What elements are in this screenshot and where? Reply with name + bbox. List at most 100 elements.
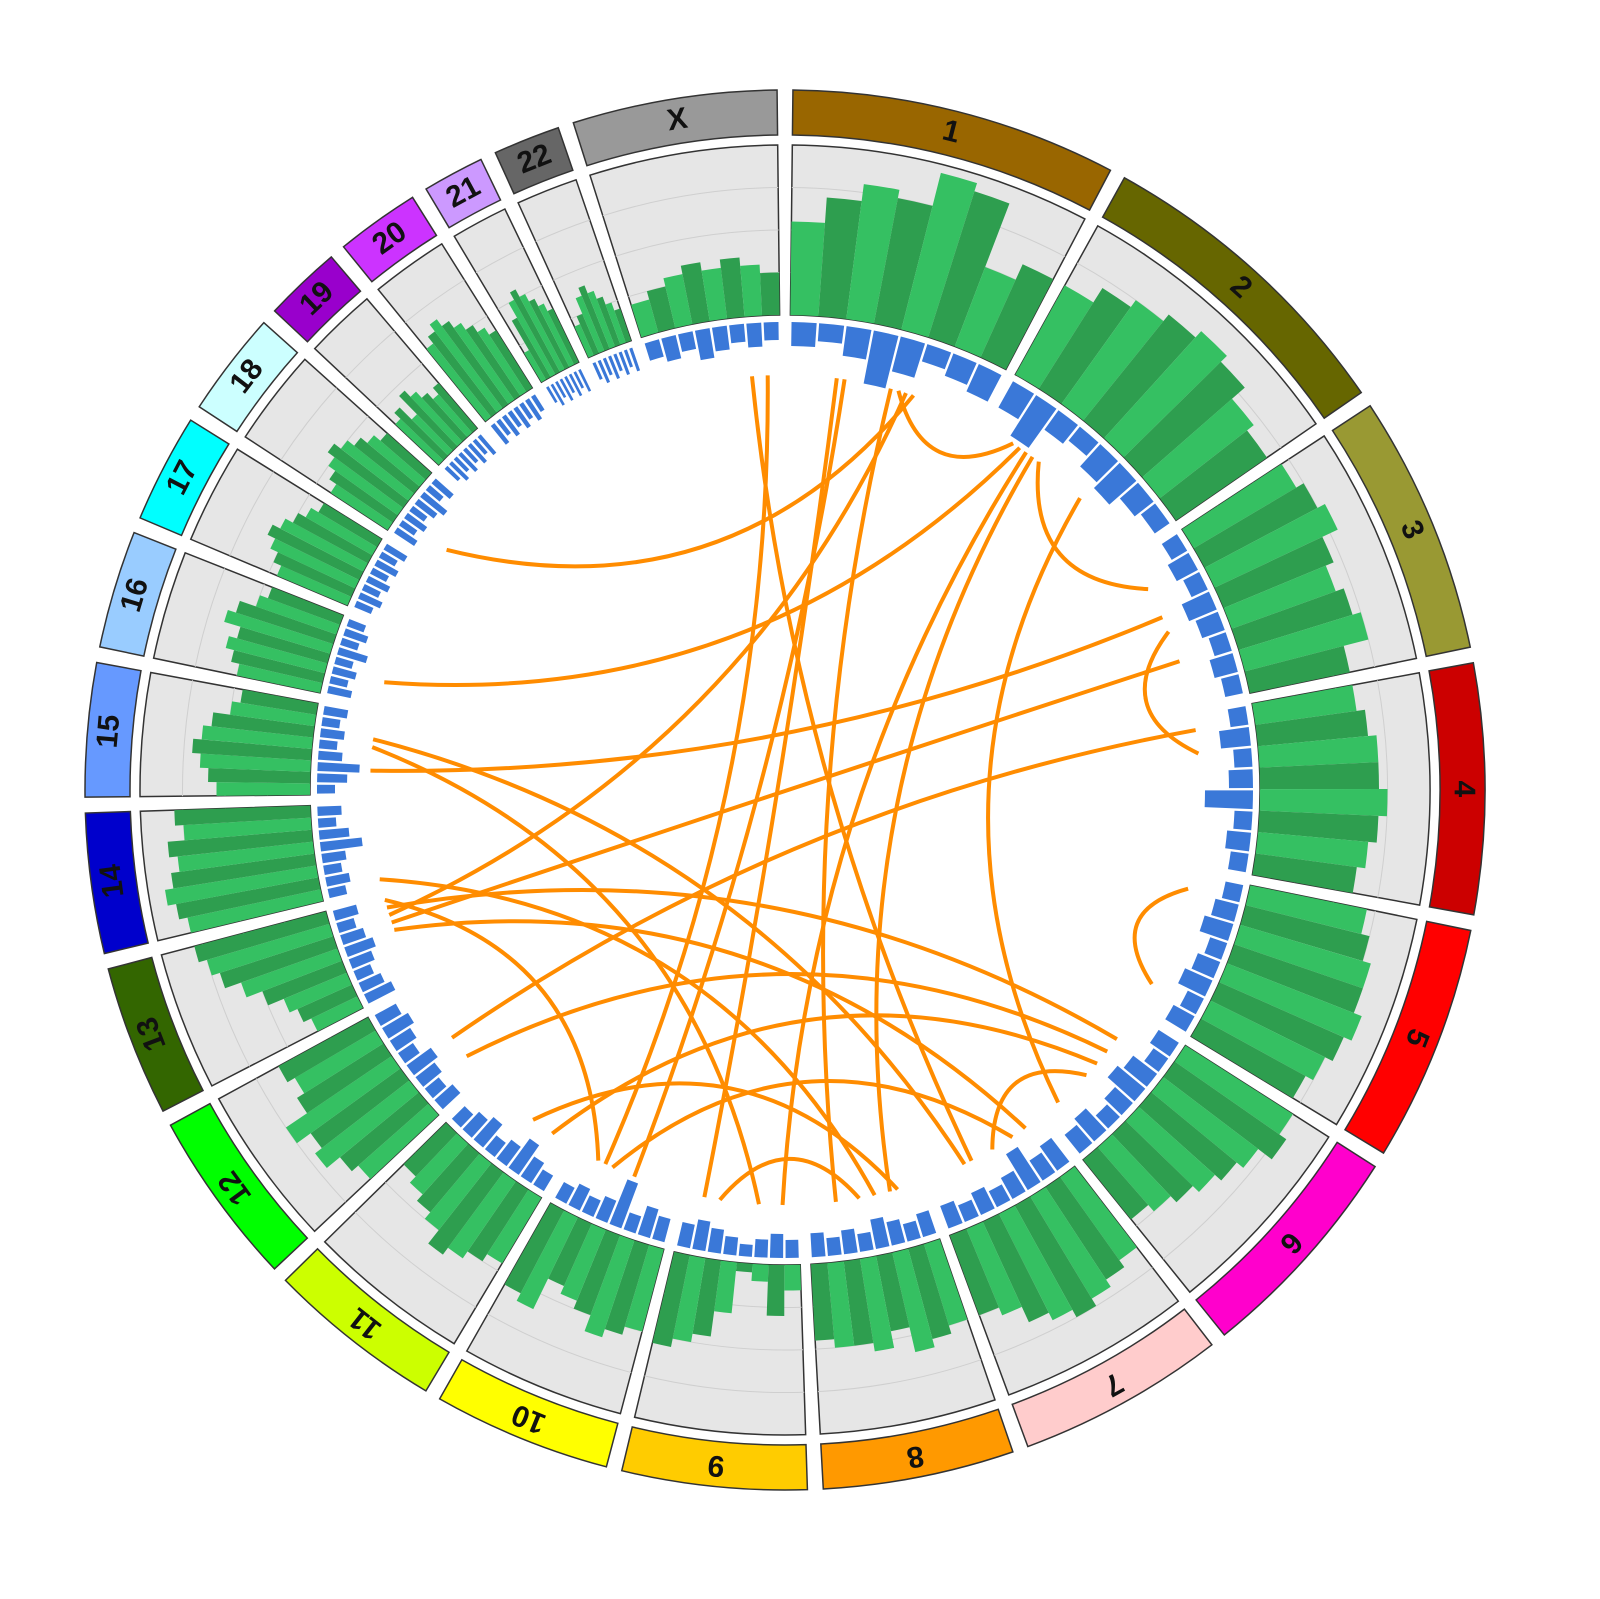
coverage-bar — [267, 524, 364, 580]
copy-bar — [555, 381, 567, 399]
coverage-bar — [509, 289, 560, 375]
coverage-bar — [329, 470, 398, 523]
copy-bar — [1029, 1152, 1056, 1181]
track-grid-arc — [615, 229, 779, 257]
copy-bar — [826, 1236, 842, 1257]
copy-bar — [623, 349, 633, 368]
coverage-bar — [410, 391, 463, 447]
copy-bar — [857, 1231, 874, 1252]
coverage-bar — [508, 299, 556, 377]
coverage-bar — [310, 1068, 410, 1149]
coverage-bar — [859, 1256, 895, 1352]
chromosome-band — [84, 661, 142, 798]
copy-bar — [568, 373, 583, 397]
copy-bar — [1074, 1108, 1107, 1142]
copy-bar — [1208, 632, 1232, 657]
copy-bar — [363, 981, 396, 1004]
coverage-bar — [982, 1214, 1049, 1323]
chromosome-label: 4 — [1448, 780, 1481, 797]
coverage-bar — [735, 1262, 753, 1273]
copy-bar — [1227, 851, 1249, 873]
coverage-bar — [171, 853, 317, 889]
coverage-bar — [1244, 645, 1350, 694]
coverage-bar — [219, 936, 338, 989]
copy-bar — [484, 1135, 506, 1158]
copy-bar — [404, 512, 428, 533]
chromosome-band — [284, 1247, 451, 1392]
copy-bar — [317, 817, 337, 828]
copy-bar — [1228, 769, 1253, 789]
copy-bar — [1000, 1170, 1026, 1199]
copy-bar — [496, 1139, 521, 1167]
copy-bar — [374, 1003, 402, 1026]
copy-bar — [1167, 552, 1198, 582]
chromosome-label: 8 — [904, 1439, 927, 1475]
copy-bar — [318, 827, 350, 840]
copy-bar — [661, 334, 682, 362]
coverage-bar — [453, 322, 515, 404]
copy-bar — [1183, 572, 1208, 598]
links — [370, 375, 1200, 1206]
coverage-bar — [876, 1252, 910, 1332]
track-grid-arc — [194, 568, 226, 667]
copy-bar — [533, 1169, 554, 1192]
chromosome-band — [820, 1408, 1014, 1490]
chromosome-band — [84, 810, 150, 955]
chromosome-label: 9 — [706, 1448, 726, 1483]
copy-bar — [458, 451, 478, 473]
coverage-bar — [827, 1261, 855, 1348]
copy-bar — [1221, 881, 1244, 903]
coverage-bar — [810, 1263, 835, 1341]
coverage-bar — [183, 817, 312, 841]
chromosome-label: 14 — [93, 862, 130, 900]
copy-bar — [501, 414, 520, 437]
coverage-bar — [240, 689, 318, 715]
copy-bar — [365, 575, 391, 593]
copy-bar — [321, 717, 341, 729]
copy-bar — [550, 383, 565, 406]
copy-bar — [817, 323, 845, 344]
link — [896, 390, 1015, 459]
copy-bar — [1225, 830, 1252, 852]
coverage-bar — [1201, 1000, 1326, 1081]
copy-bar — [420, 491, 448, 516]
coverage-bar — [954, 266, 1016, 358]
coverage-bar — [1030, 1187, 1111, 1299]
copy-bar — [1039, 1137, 1070, 1171]
coverage-bar — [1245, 885, 1367, 935]
coverage-bar — [230, 701, 316, 727]
link — [384, 897, 601, 1161]
coverage-bar — [1227, 944, 1363, 1014]
copy-bar — [578, 368, 592, 392]
copy-bar — [677, 1222, 695, 1249]
link — [370, 615, 1164, 773]
coverage-bar — [1255, 832, 1369, 869]
track-grid-arc — [354, 1211, 477, 1308]
copy-bar — [886, 1219, 906, 1246]
copy-bar — [414, 498, 438, 519]
coverage-bar — [1259, 762, 1379, 790]
link — [386, 887, 1118, 1041]
chromosome-band — [107, 956, 205, 1113]
track-grid-arc — [535, 219, 590, 242]
copy-bar — [971, 1186, 995, 1215]
coverage-bar — [339, 1092, 429, 1172]
copy-bar — [546, 386, 558, 404]
copy-bar — [602, 357, 613, 376]
coverage-bar — [432, 382, 478, 433]
copy-bar — [988, 1184, 1011, 1208]
chromosome-label: 15 — [91, 713, 127, 749]
link — [446, 394, 916, 569]
coverage-bar — [276, 565, 352, 606]
coverage-bar — [267, 587, 344, 625]
coverage-bar — [1210, 982, 1344, 1061]
copy-bar — [1178, 968, 1213, 997]
coverage-bar — [790, 221, 825, 317]
coverage-bar — [1255, 709, 1369, 747]
track-grid-arc — [182, 680, 194, 797]
chromosome-band — [1428, 661, 1486, 916]
copy-bar — [507, 410, 522, 428]
coverage-bar — [548, 1217, 592, 1286]
link — [532, 1081, 900, 1191]
